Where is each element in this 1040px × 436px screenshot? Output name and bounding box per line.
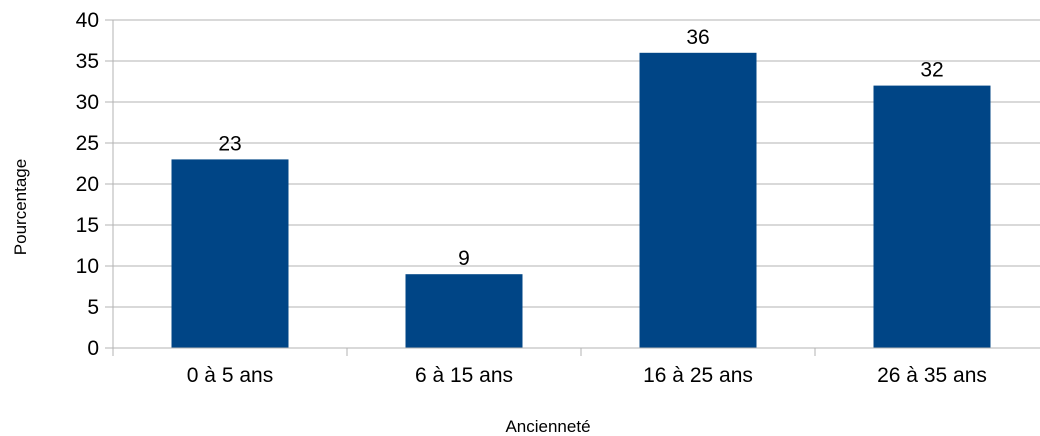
data-label-1: 23 xyxy=(218,132,241,155)
data-labels: 23 9 36 32 xyxy=(218,26,943,270)
y-tick-label-25: 25 xyxy=(76,132,99,155)
x-tick-label-2: 6 à 15 ans xyxy=(415,364,513,387)
x-axis-title: Ancienneté xyxy=(505,417,590,436)
bar-4 xyxy=(873,85,991,348)
x-tick-label-4: 26 à 35 ans xyxy=(877,364,987,387)
data-label-2: 9 xyxy=(458,247,470,270)
axes xyxy=(105,19,1040,356)
y-tick-labels: 0 5 10 15 20 25 30 35 40 xyxy=(76,9,99,360)
x-tick-labels: 0 à 5 ans 6 à 15 ans 16 à 25 ans 26 à 35 an… xyxy=(187,364,987,387)
y-tick-label-15: 15 xyxy=(76,214,99,237)
bar-2 xyxy=(405,274,523,348)
y-axis-title: Pourcentage xyxy=(11,159,30,255)
data-label-4: 32 xyxy=(920,59,943,82)
y-tick-label-30: 30 xyxy=(76,91,99,114)
x-tick-label-3: 16 à 25 ans xyxy=(643,364,753,387)
bars xyxy=(171,52,991,349)
x-tick-label-1: 0 à 5 ans xyxy=(187,364,273,387)
y-tick-label-5: 5 xyxy=(87,296,99,319)
y-tick-label-40: 40 xyxy=(76,9,99,32)
y-tick-label-35: 35 xyxy=(76,50,99,73)
y-tick-label-20: 20 xyxy=(76,173,99,196)
bar-3 xyxy=(639,52,757,349)
y-tick-label-0: 0 xyxy=(87,337,99,360)
data-label-3: 36 xyxy=(686,26,709,49)
bar-1 xyxy=(171,159,289,348)
y-tick-label-10: 10 xyxy=(76,255,99,278)
